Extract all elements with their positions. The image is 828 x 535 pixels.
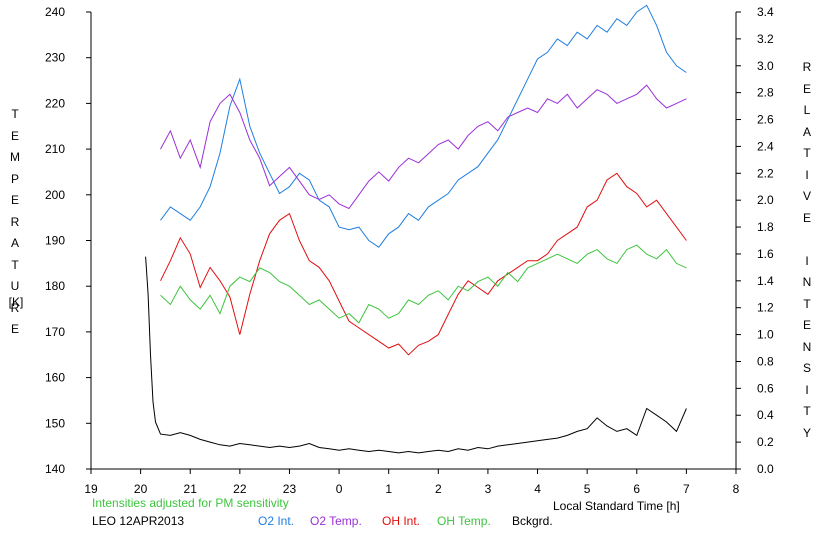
- x-tick-label: 3: [485, 482, 492, 496]
- right-tick-label: 0.4: [757, 408, 774, 422]
- axis-label-char: Y: [802, 425, 811, 440]
- series-line-o2-temp: [160, 84, 687, 210]
- legend-oh-int: OH Int.: [382, 514, 421, 528]
- series-line-o2-int: [160, 4, 687, 248]
- axis-label-char: E: [10, 128, 19, 143]
- x-axis-ticks: 19 20 21 22 23 0 1 2 3 4 5 6 7 8: [84, 469, 740, 496]
- right-tick-label: 2.0: [757, 193, 774, 207]
- x-tick-label: 8: [733, 482, 740, 496]
- right-tick-label: 2.6: [757, 113, 774, 127]
- axis-label-char: S: [802, 361, 811, 375]
- right-axis-ticks: 0.0 0.2 0.4 0.6 0.8 1.0 1.2 1.4 1.6 1.8 2.0 2.2 2.4 2…: [736, 5, 774, 476]
- x-tick-label: 0: [336, 482, 343, 496]
- right-tick-label: 1.6: [757, 247, 774, 261]
- right-tick-label: 1.0: [757, 328, 774, 342]
- axis-label-char: E: [10, 193, 19, 207]
- axes-frame: [90, 12, 737, 470]
- axis-label-char: R: [10, 300, 20, 315]
- axis-label-char: N: [802, 275, 812, 289]
- left-tick-label: 210: [45, 142, 65, 156]
- axis-label-char: T: [803, 296, 811, 311]
- left-axis-ticks: 140 150 160 170 180 190 200 210 220 230 240: [45, 5, 91, 476]
- axis-label-char: L: [803, 103, 811, 117]
- right-tick-label: 1.4: [757, 274, 774, 288]
- right-tick-label: 3.0: [757, 59, 774, 73]
- x-axis-label: Local Standard Time [h]: [553, 499, 680, 513]
- footer-note: Intensities adjusted for PM sensitivity: [92, 496, 289, 510]
- axis-label-char: T: [11, 107, 19, 121]
- axis-label-char: [800, 229, 814, 251]
- axis-label-char: I: [805, 253, 809, 268]
- left-tick-label: 190: [45, 234, 65, 248]
- legend-o2-int: O2 Int.: [258, 514, 295, 528]
- legend-bckgrd: Bckgrd.: [512, 514, 553, 528]
- axis-label-char: U: [10, 279, 20, 293]
- left-tick-label: 230: [45, 51, 65, 65]
- axis-label-char: E: [802, 210, 811, 225]
- left-tick-label: 140: [45, 462, 65, 476]
- left-tick-label: 180: [45, 279, 65, 293]
- right-tick-label: 3.4: [757, 5, 774, 19]
- series-line-oh-int: [160, 172, 687, 356]
- x-tick-label: 6: [633, 482, 640, 496]
- left-tick-label: 170: [45, 325, 65, 339]
- x-tick-label: 22: [233, 482, 247, 496]
- axis-label-char: I: [805, 167, 809, 182]
- left-tick-label: 150: [45, 416, 65, 430]
- axis-label-char: R: [10, 214, 20, 229]
- legend-oh-temp: OH Temp.: [437, 514, 491, 528]
- left-tick-label: 160: [45, 371, 65, 385]
- station-label: LEO 12APR2013: [92, 514, 185, 528]
- right-tick-label: 2.2: [757, 166, 774, 180]
- x-tick-label: 23: [283, 482, 297, 496]
- series-line-bckgrd: [145, 256, 687, 454]
- axis-label-char: T: [803, 146, 811, 160]
- right-tick-label: 3.2: [757, 32, 774, 46]
- right-tick-label: 2.4: [757, 139, 774, 153]
- axis-label-char: A: [802, 124, 811, 139]
- series-line-oh-temp: [160, 244, 687, 324]
- axis-label-char: T: [803, 404, 811, 418]
- right-tick-label: 2.8: [757, 86, 774, 100]
- left-tick-label: 240: [45, 5, 65, 19]
- x-tick-label: 4: [534, 482, 541, 496]
- right-tick-label: 0.6: [757, 381, 774, 395]
- axis-label-char: T: [11, 257, 19, 272]
- right-tick-label: 0.0: [757, 462, 774, 476]
- axis-label-char: E: [10, 322, 19, 336]
- left-tick-label: 200: [45, 188, 65, 202]
- x-tick-label: 7: [683, 482, 690, 496]
- axis-label-char: E: [802, 318, 811, 332]
- left-tick-label: 220: [45, 96, 65, 110]
- x-tick-label: 5: [584, 482, 591, 496]
- x-tick-label: 19: [84, 482, 98, 496]
- x-tick-label: 20: [134, 482, 148, 496]
- axis-label-char: R: [802, 60, 812, 74]
- x-tick-label: 1: [385, 482, 392, 496]
- legend-o2-temp: O2 Temp.: [310, 514, 362, 528]
- axis-label-char: P: [10, 171, 19, 186]
- x-tick-label: 21: [184, 482, 198, 496]
- right-tick-label: 1.2: [757, 301, 774, 315]
- right-tick-label: 1.8: [757, 220, 774, 234]
- axis-label-char: V: [802, 189, 811, 203]
- axis-label-char: E: [802, 81, 811, 96]
- right-tick-label: 0.2: [757, 435, 774, 449]
- axis-label-char: A: [10, 236, 19, 250]
- series-layer: [145, 4, 687, 454]
- left-axis-unit: [K]: [8, 295, 24, 309]
- x-tick-label: 2: [435, 482, 442, 496]
- axis-label-char: M: [10, 150, 20, 164]
- axis-label-char: I: [805, 382, 809, 397]
- axis-label-char: N: [802, 339, 812, 354]
- right-tick-label: 0.8: [757, 354, 774, 368]
